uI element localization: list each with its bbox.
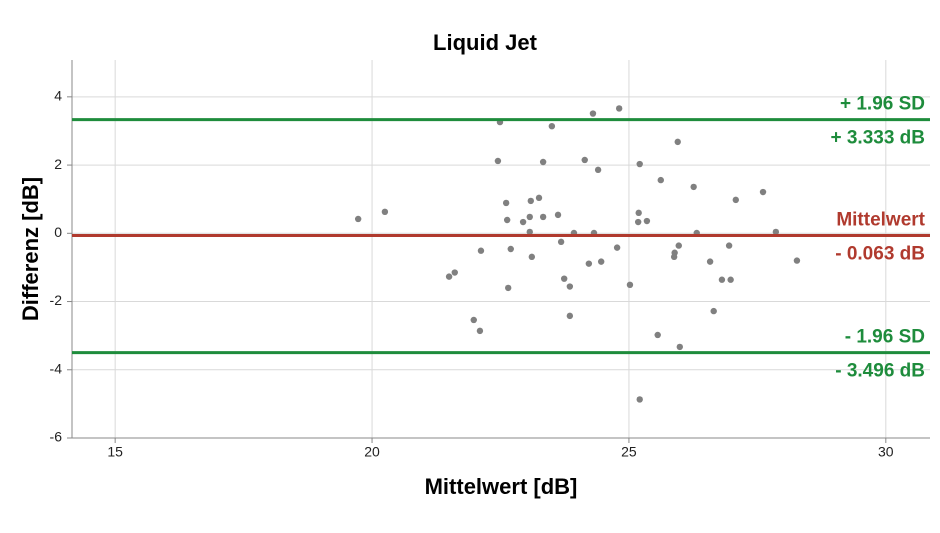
y-tick-label: 2 bbox=[54, 156, 62, 172]
reference-label: + 3.333 dB bbox=[830, 128, 925, 149]
point bbox=[526, 228, 533, 236]
reference-name: Mittelwert bbox=[836, 209, 925, 230]
x-axis-label: Mittelwert [dB] bbox=[425, 474, 578, 499]
point bbox=[527, 197, 534, 205]
point bbox=[581, 156, 588, 164]
point bbox=[674, 138, 681, 146]
point bbox=[548, 122, 556, 130]
point bbox=[626, 281, 634, 289]
point bbox=[643, 217, 651, 225]
point bbox=[634, 218, 642, 226]
point bbox=[710, 307, 717, 315]
point bbox=[557, 238, 565, 246]
point bbox=[354, 215, 362, 223]
point bbox=[793, 257, 801, 264]
point bbox=[675, 242, 682, 249]
point bbox=[636, 160, 643, 168]
point bbox=[615, 105, 623, 112]
point bbox=[451, 269, 458, 276]
point bbox=[613, 244, 621, 251]
y-tick-label: -6 bbox=[50, 429, 63, 445]
point bbox=[503, 216, 511, 224]
point bbox=[635, 209, 642, 217]
reference-label: - 3.496 dB bbox=[835, 361, 925, 382]
point bbox=[494, 157, 502, 165]
point bbox=[560, 275, 568, 282]
point bbox=[504, 284, 512, 292]
y-tick-label: -2 bbox=[50, 292, 63, 308]
point bbox=[519, 218, 527, 226]
point bbox=[507, 245, 514, 253]
point bbox=[528, 253, 536, 261]
point bbox=[690, 183, 697, 191]
point bbox=[636, 396, 643, 403]
point bbox=[539, 158, 547, 166]
reference-name: - 1.96 SD bbox=[845, 327, 925, 348]
point bbox=[535, 194, 543, 202]
point bbox=[597, 258, 605, 265]
point bbox=[732, 196, 739, 204]
point bbox=[727, 276, 734, 283]
point bbox=[594, 166, 602, 174]
point bbox=[772, 228, 780, 236]
point bbox=[477, 247, 485, 254]
x-tick-label: 20 bbox=[364, 444, 380, 460]
y-tick-label: -4 bbox=[50, 360, 63, 376]
x-tick-label: 30 bbox=[878, 444, 894, 460]
point bbox=[657, 176, 664, 184]
point bbox=[476, 327, 484, 335]
point bbox=[718, 276, 726, 283]
y-tick-label: 4 bbox=[54, 88, 62, 104]
x-tick-label: 25 bbox=[621, 444, 637, 460]
point bbox=[566, 312, 574, 320]
chart-title: Liquid Jet bbox=[433, 30, 538, 55]
point bbox=[654, 331, 661, 339]
point bbox=[445, 273, 453, 280]
y-tick-label: 0 bbox=[54, 224, 62, 240]
point bbox=[502, 199, 510, 207]
point bbox=[526, 213, 533, 221]
point bbox=[566, 283, 574, 290]
point bbox=[759, 188, 767, 196]
point bbox=[539, 213, 547, 221]
reference-name: + 1.96 SD bbox=[840, 94, 925, 115]
point bbox=[589, 110, 597, 117]
point bbox=[381, 208, 389, 216]
y-axis-label: Differenz [dB] bbox=[18, 177, 43, 321]
point bbox=[470, 316, 477, 324]
point bbox=[706, 258, 714, 265]
point bbox=[725, 242, 733, 249]
x-tick-label: 15 bbox=[107, 444, 123, 460]
point bbox=[585, 260, 593, 267]
reference-label: - 0.063 dB bbox=[835, 243, 925, 264]
point bbox=[554, 211, 562, 219]
point bbox=[676, 343, 683, 351]
point bbox=[671, 249, 678, 256]
